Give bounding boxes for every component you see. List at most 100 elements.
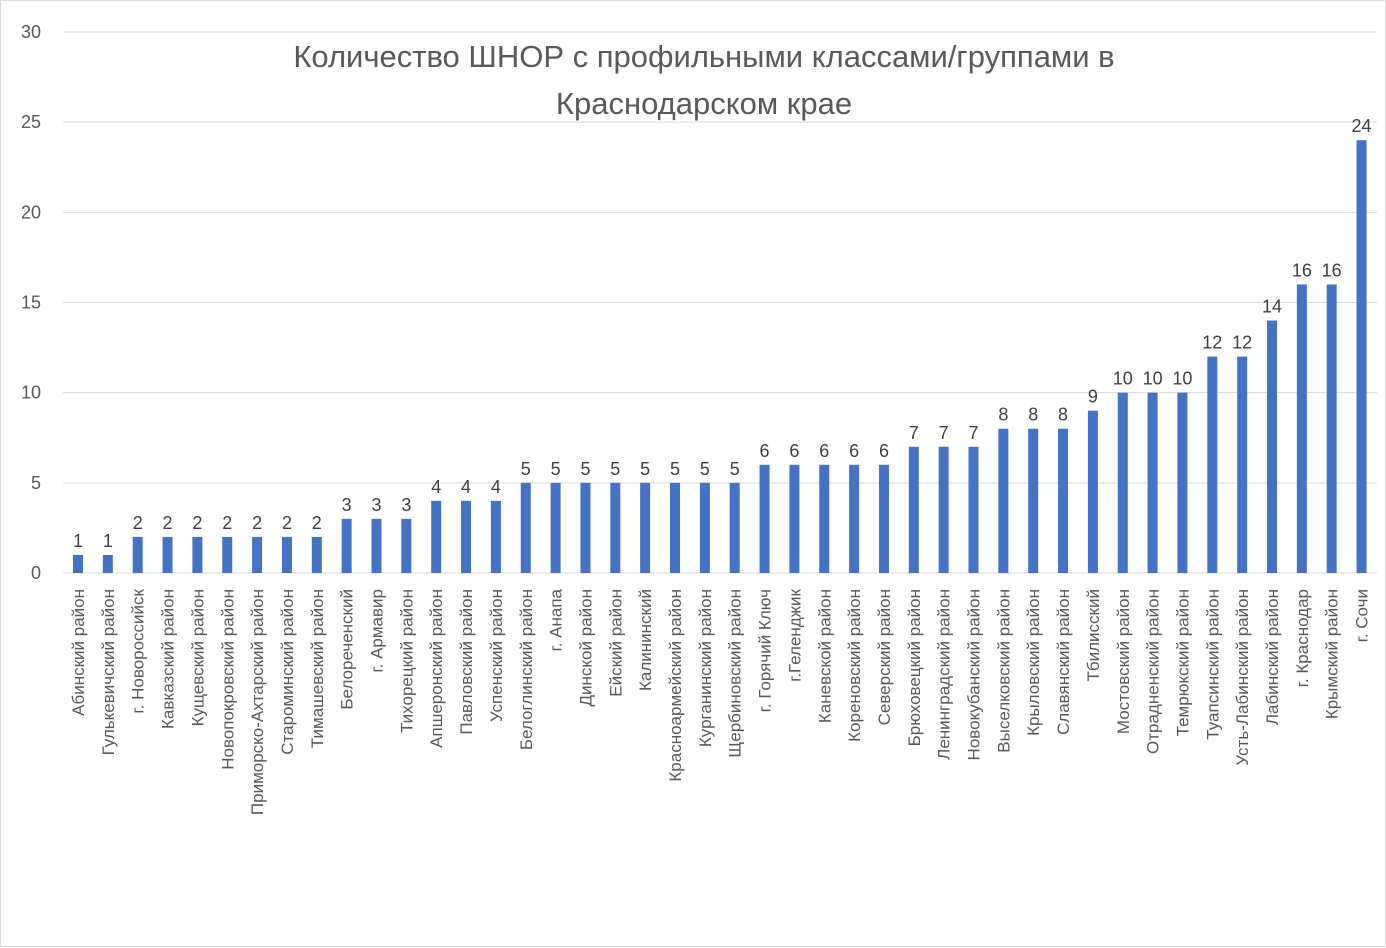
- bar: [938, 446, 949, 573]
- bar: [699, 482, 710, 573]
- bar: [401, 518, 412, 573]
- data-label: 4: [431, 477, 441, 497]
- x-tick-label: Тбилисский: [1084, 589, 1103, 681]
- bar: [759, 464, 770, 573]
- bar: [490, 500, 501, 573]
- y-tick-label: 10: [21, 383, 41, 403]
- x-tick-label: Кавказский район: [159, 589, 178, 729]
- x-tick-label: Новопокровский район: [218, 589, 237, 770]
- x-tick-label: Выселковский район: [994, 589, 1013, 753]
- x-tick-label: г. Сочи: [1353, 589, 1372, 642]
- data-label: 7: [939, 423, 949, 443]
- bar: [1267, 320, 1277, 573]
- bar: [252, 536, 263, 573]
- y-tick-label: 20: [21, 202, 41, 222]
- x-tick-label: г. Горячий Ключ: [756, 589, 775, 712]
- x-tick-label: Кущевский район: [188, 589, 207, 726]
- bar: [1028, 428, 1039, 573]
- data-label: 5: [730, 459, 740, 479]
- bar: [1117, 392, 1128, 573]
- data-label: 12: [1232, 333, 1252, 353]
- data-label: 6: [849, 441, 859, 461]
- data-label: 6: [819, 441, 829, 461]
- y-tick-label: 0: [31, 563, 41, 583]
- bar: [1237, 356, 1248, 573]
- x-tick-label: Белоглинский район: [517, 589, 536, 750]
- x-tick-label: Северский район: [875, 589, 894, 725]
- data-label: 3: [371, 495, 381, 515]
- x-tick-label: Славянский район: [1054, 589, 1073, 735]
- data-label: 5: [551, 459, 561, 479]
- x-tick-label: г. Новороссийск: [129, 588, 148, 713]
- bar: [968, 446, 979, 573]
- data-label: 5: [700, 459, 710, 479]
- bar: [550, 482, 561, 573]
- y-tick-label: 25: [21, 112, 41, 132]
- x-tick-label: Апшеронский район: [427, 589, 446, 748]
- bar: [670, 482, 680, 573]
- x-tick-label: Крыловский район: [1024, 589, 1043, 736]
- bar: [1356, 140, 1367, 573]
- bar: [729, 482, 740, 573]
- x-tick-label: г.Геленджик: [785, 588, 804, 681]
- x-tick-label: Ленинградский район: [935, 589, 954, 760]
- bar: [580, 482, 591, 573]
- data-label: 1: [73, 531, 83, 551]
- data-label: 5: [640, 459, 650, 479]
- x-tick-label: Гулькевичский район: [99, 589, 118, 755]
- data-label: 2: [133, 513, 143, 533]
- data-label: 1: [103, 531, 113, 551]
- bar: [1087, 410, 1098, 573]
- bar: [311, 536, 322, 573]
- bar: [878, 464, 889, 573]
- data-label: 16: [1322, 260, 1342, 280]
- data-label: 6: [879, 441, 889, 461]
- y-tick-label: 15: [21, 293, 41, 313]
- x-tick-label: Туапсинский район: [1203, 589, 1222, 740]
- bar: [1296, 284, 1307, 573]
- bar: [819, 464, 830, 573]
- data-label: 8: [1028, 405, 1038, 425]
- data-label: 2: [282, 513, 292, 533]
- data-label: 3: [401, 495, 411, 515]
- bar: [222, 536, 233, 573]
- bar: [1177, 392, 1188, 573]
- x-axis-ticks: Абинский район Гулькевичский район г. Ново…: [69, 588, 1372, 815]
- bar: [341, 518, 352, 573]
- data-label: 10: [1113, 369, 1133, 389]
- data-label: 12: [1202, 333, 1222, 353]
- data-label: 2: [312, 513, 322, 533]
- x-tick-label: Усть-Лабинский район: [1233, 589, 1252, 766]
- x-tick-label: Кореновский район: [845, 589, 864, 742]
- data-label: 2: [163, 513, 173, 533]
- y-axis-ticks: 0 5 10 15 20 25 30: [21, 22, 41, 583]
- y-tick-label: 5: [31, 473, 41, 493]
- bar: [1058, 428, 1069, 573]
- bar: [520, 482, 531, 573]
- bars: [73, 140, 1367, 573]
- x-tick-label: Крымский район: [1323, 589, 1342, 719]
- x-tick-label: Отрадненский район: [1144, 589, 1163, 754]
- bar: [998, 428, 1009, 573]
- data-label: 2: [222, 513, 232, 533]
- data-label: 5: [610, 459, 620, 479]
- bar: [789, 464, 800, 573]
- x-tick-label: Брюховецкий район: [905, 589, 924, 746]
- data-label: 5: [521, 459, 531, 479]
- x-tick-label: Красноармейский район: [666, 589, 685, 782]
- x-tick-label: Тимашевский район: [308, 589, 327, 748]
- data-label: 6: [760, 441, 770, 461]
- data-label: 7: [968, 423, 978, 443]
- data-label: 8: [1058, 405, 1068, 425]
- x-tick-label: Успенский район: [487, 589, 506, 722]
- x-tick-label: Лабинский район: [1263, 589, 1282, 725]
- x-tick-label: Мостовский район: [1114, 589, 1133, 734]
- bar: [1207, 356, 1218, 573]
- data-label: 5: [580, 459, 590, 479]
- bar: [162, 536, 173, 573]
- y-tick-label: 30: [21, 22, 41, 42]
- bar: [610, 482, 621, 573]
